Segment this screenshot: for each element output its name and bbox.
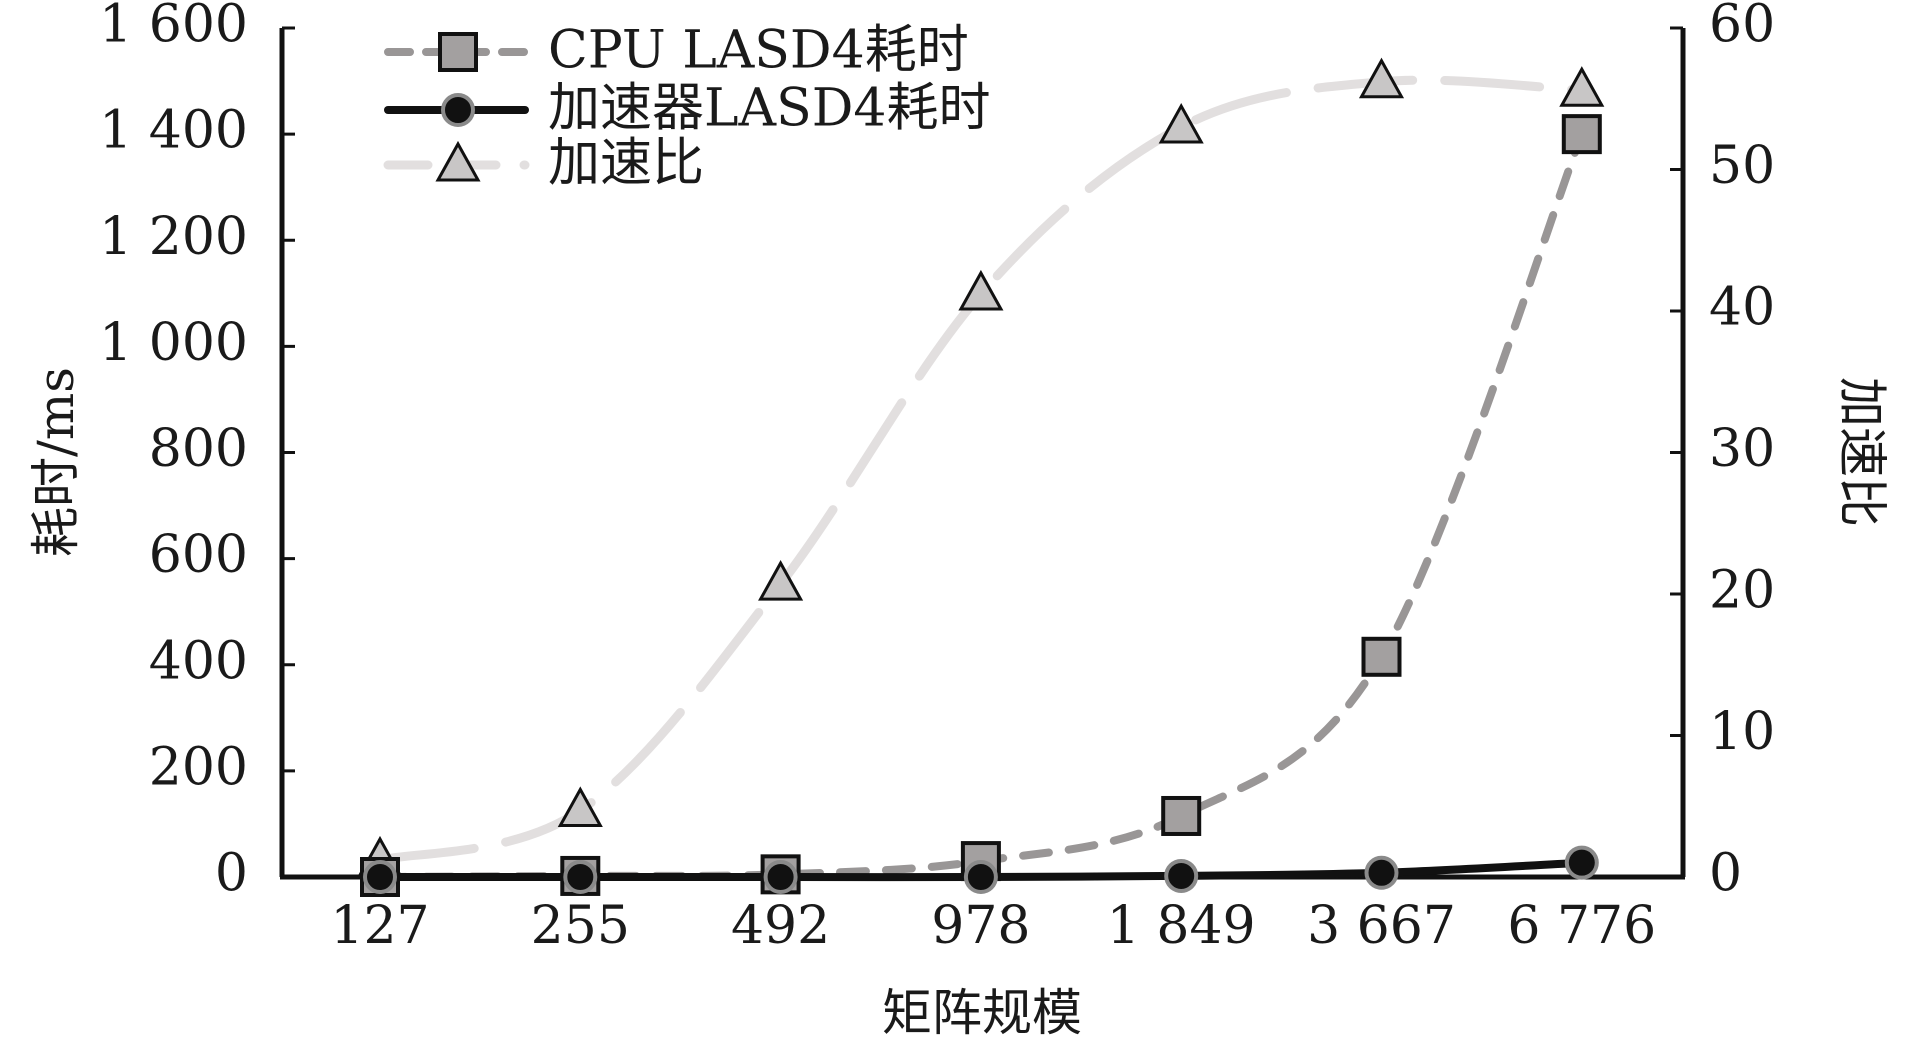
right-tick-label: 40 (1709, 278, 1775, 338)
data-point-square (1561, 114, 1602, 155)
x-tick-label: 1 849 (1107, 896, 1256, 956)
data-point-square (1361, 636, 1402, 677)
x-tick-label: 255 (531, 896, 630, 956)
x-axis-ticks: 127 255 492 978 1 849 3 667 6 776 (330, 864, 1656, 956)
data-point-circle (363, 860, 397, 894)
right-tick-label: 10 (1709, 702, 1775, 762)
legend-label-2: 加速比 (548, 134, 704, 194)
right-tick-label: 50 (1709, 136, 1775, 196)
right-tick-label: 20 (1709, 561, 1775, 621)
left-tick-label: 600 (149, 525, 248, 585)
right-tick-label: 0 (1709, 844, 1742, 904)
series-line-2 (375, 75, 1587, 865)
right-axis-ticks: 0 10 20 30 40 50 60 (1670, 0, 1775, 904)
left-tick-label: 1 000 (99, 313, 248, 373)
left-tick-label: 400 (149, 631, 248, 691)
left-tick-label: 800 (149, 419, 248, 479)
x-tick-label: 978 (931, 896, 1030, 956)
x-tick-label: 127 (330, 896, 429, 956)
data-point-triangle (1158, 102, 1204, 144)
data-point-square (1161, 795, 1202, 836)
legend-marker-square (438, 32, 478, 72)
left-tick-label: 200 (149, 737, 248, 797)
left-tick-label: 0 (215, 844, 248, 904)
legend-label-0: CPU LASD4耗时 (548, 21, 969, 81)
data-point-triangle (758, 560, 804, 601)
legend-label-1: 加速器LASD4耗时 (548, 79, 990, 139)
data-point-circle (1164, 858, 1199, 893)
x-tick-label: 492 (731, 896, 830, 956)
plot-area (279, 28, 1686, 880)
left-tick-label: 1 600 (99, 0, 248, 55)
left-tick-label: 1 200 (99, 207, 248, 267)
data-point-circle (1364, 855, 1399, 890)
data-point-circle (1564, 845, 1599, 880)
data-point-triangle (958, 269, 1004, 311)
y-axis-title-left: 耗时/ms (27, 367, 85, 557)
right-tick-label: 30 (1709, 419, 1775, 479)
x-tick-label: 3 667 (1307, 896, 1456, 956)
data-point-circle (763, 860, 798, 894)
series-layer (357, 57, 1605, 897)
series-line-0 (376, 130, 1586, 881)
x-axis-title: 矩阵规模 (882, 984, 1082, 1039)
left-axis-ticks: 0 200 400 600 800 1 000 1 200 1 400 1 600 (99, 0, 295, 904)
data-point-triangle (557, 786, 603, 827)
data-point-triangle (1559, 66, 1605, 107)
data-point-triangle (1358, 57, 1405, 99)
legend-marker-circle (441, 93, 475, 127)
data-point-circle (963, 860, 998, 894)
right-tick-label: 60 (1709, 0, 1775, 55)
left-tick-label: 1 400 (99, 101, 248, 161)
data-point-circle (563, 860, 598, 894)
y-axis-title-right: 加速比 (1833, 377, 1891, 527)
legend-marker-triangle (435, 140, 481, 182)
x-tick-label: 6 776 (1507, 896, 1656, 956)
